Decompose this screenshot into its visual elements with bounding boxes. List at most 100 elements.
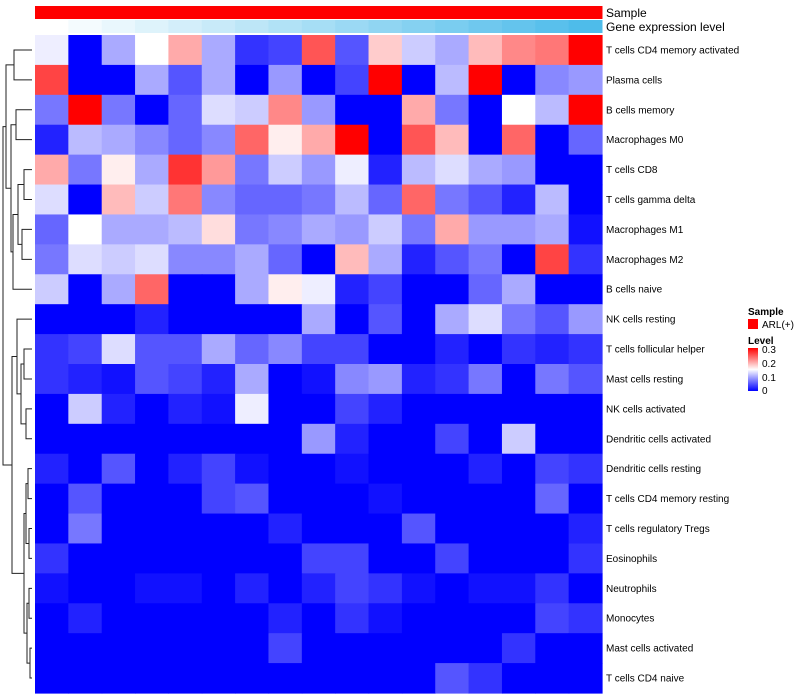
row-label: Mast cells resting xyxy=(606,374,683,385)
heatmap-cell xyxy=(268,154,303,186)
heatmap-cell xyxy=(68,513,103,545)
heatmap-cell xyxy=(501,483,536,515)
row-label: Dendritic cells activated xyxy=(606,434,711,445)
heatmap-cell xyxy=(268,423,303,455)
heatmap-cell xyxy=(468,184,503,216)
heatmap-cell xyxy=(135,483,170,515)
heatmap-cell xyxy=(435,543,470,574)
heatmap-cell xyxy=(401,124,436,156)
heatmap-cell xyxy=(535,364,570,395)
dendrogram-branch xyxy=(2,126,12,466)
row-label: Monocytes xyxy=(606,614,654,625)
heatmap-cell xyxy=(235,64,270,96)
heatmap-cell xyxy=(401,94,436,126)
row-label: T cells gamma delta xyxy=(606,195,696,206)
heatmap-cell xyxy=(368,214,403,245)
heatmap-cell xyxy=(335,513,370,545)
sample-annotation-cell xyxy=(568,6,603,19)
heatmap-cell xyxy=(135,154,170,186)
heatmap-cell xyxy=(201,334,236,365)
heatmap-cell xyxy=(568,483,603,515)
heatmap-cell xyxy=(501,274,536,305)
heatmap-cell xyxy=(501,304,536,335)
heatmap-cell xyxy=(201,513,236,545)
heatmap-cell xyxy=(201,453,236,485)
heatmap-cells xyxy=(35,35,603,694)
heatmap-cell xyxy=(101,35,136,66)
heatmap-cell xyxy=(168,274,203,305)
sample-annotation-cell xyxy=(35,6,69,19)
heatmap-cell xyxy=(35,334,69,365)
heatmap-cell xyxy=(135,214,170,245)
legend-sample-swatch xyxy=(748,319,758,329)
heatmap-cell xyxy=(268,304,303,335)
heatmap-cell xyxy=(368,393,403,425)
heatmap-cell xyxy=(235,453,270,485)
heatmap-cell xyxy=(35,633,69,664)
heatmap-cell xyxy=(35,35,69,66)
heatmap-cell xyxy=(235,364,270,395)
heatmap-cell xyxy=(35,393,69,425)
heatmap-cell xyxy=(301,214,336,245)
row-label: Macrophages M1 xyxy=(606,225,684,236)
legend-tick-2: 0.1 xyxy=(762,373,776,384)
heatmap-cell xyxy=(101,573,136,604)
sample-annotation-cell xyxy=(368,6,403,19)
heatmap-cell xyxy=(135,94,170,126)
heatmap-cell xyxy=(268,603,303,634)
heatmap-cell xyxy=(135,304,170,335)
heatmap-cell xyxy=(335,64,370,96)
row-dendrogram xyxy=(2,49,32,679)
heatmap-cell xyxy=(435,214,470,245)
heatmap-cell xyxy=(168,573,203,604)
heatmap-cell xyxy=(568,334,603,365)
heatmap-cell xyxy=(401,393,436,425)
heatmap-cell xyxy=(501,573,536,604)
heatmap-cell xyxy=(235,573,270,604)
heatmap-cell xyxy=(435,64,470,96)
heatmap-cell xyxy=(568,64,603,96)
heatmap-cell xyxy=(201,124,236,156)
heatmap-cell xyxy=(501,543,536,574)
heatmap-cell xyxy=(101,393,136,425)
heatmap-cell xyxy=(301,483,336,515)
heatmap-cell xyxy=(135,633,170,664)
heatmap-cell xyxy=(35,214,69,245)
heatmap-cell xyxy=(535,124,570,156)
heatmap-cell xyxy=(535,214,570,245)
heatmap-cell xyxy=(235,543,270,574)
heatmap-cell xyxy=(501,244,536,275)
heatmap-cell xyxy=(101,423,136,455)
row-label: NK cells resting xyxy=(606,315,675,326)
heatmap-cell xyxy=(135,513,170,545)
heatmap-cell xyxy=(301,543,336,574)
heatmap-cell xyxy=(501,663,536,694)
heatmap-cell xyxy=(35,64,69,96)
row-label: Dendritic cells resting xyxy=(606,464,701,475)
heatmap-cell xyxy=(435,244,470,275)
heatmap-cell xyxy=(568,453,603,485)
heatmap-cell xyxy=(501,184,536,216)
heatmap-cell xyxy=(368,64,403,96)
heatmap-cell xyxy=(268,543,303,574)
heatmap-cell xyxy=(435,513,470,545)
heatmap-cell xyxy=(368,274,403,305)
heatmap-cell xyxy=(335,184,370,216)
heatmap-cell xyxy=(335,124,370,156)
dendrogram-branch xyxy=(21,228,32,260)
heatmap-cell xyxy=(335,663,370,694)
heatmap-cell xyxy=(35,543,69,574)
heatmap-cell xyxy=(35,423,69,455)
heatmap-cell xyxy=(368,483,403,515)
heatmap-cell xyxy=(535,483,570,515)
heatmap-cell xyxy=(535,94,570,126)
heatmap-cell xyxy=(401,483,436,515)
heatmap-cell xyxy=(501,154,536,186)
heatmap-cell xyxy=(535,423,570,455)
expression-annotation-cell xyxy=(101,20,136,33)
heatmap-cell xyxy=(35,94,69,126)
heatmap-cell xyxy=(101,543,136,574)
heatmap-cell xyxy=(568,244,603,275)
heatmap-cell xyxy=(268,124,303,156)
heatmap-cell xyxy=(568,214,603,245)
